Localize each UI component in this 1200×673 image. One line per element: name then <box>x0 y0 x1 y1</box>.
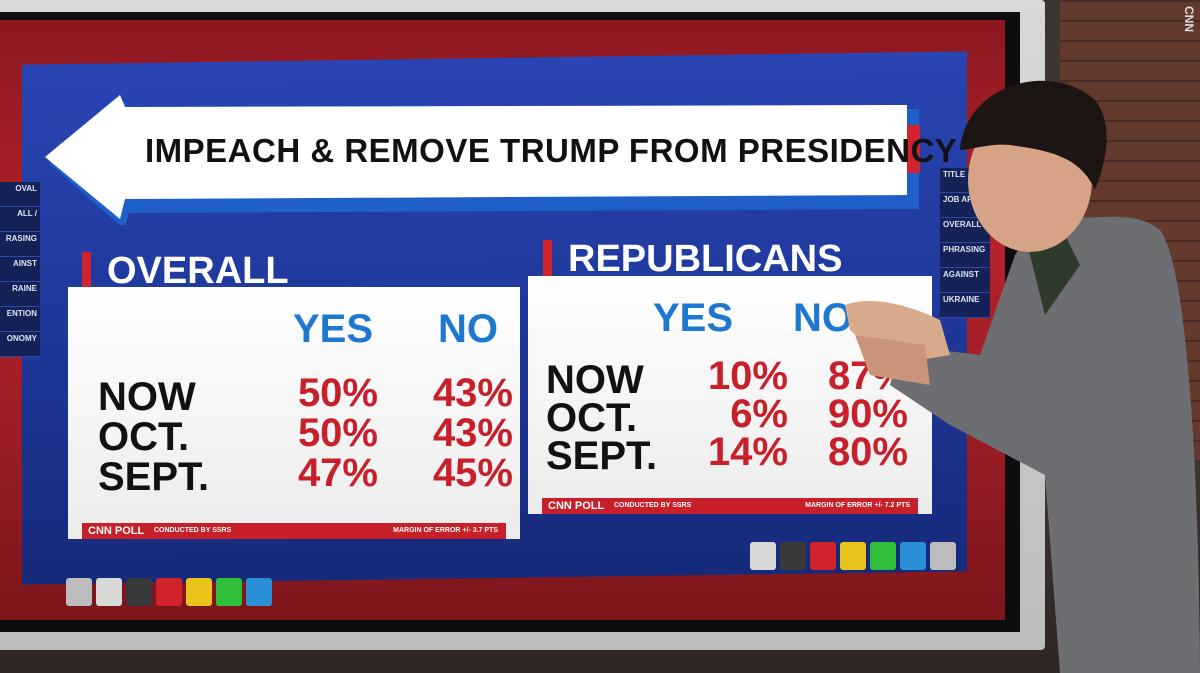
poll-value: 80% <box>827 430 908 474</box>
panel-footer: CNN POLL CONDUCTED BY SSRS MARGIN OF ERROR… <box>82 523 506 539</box>
swatch <box>930 542 956 570</box>
footer-margin: MARGIN OF ERROR +/- 7.2 PTS <box>805 502 910 509</box>
menu-item: ENTION <box>0 307 40 332</box>
poll-value: 50% <box>297 411 378 455</box>
title-arrow <box>45 95 920 225</box>
swatch <box>96 578 122 606</box>
swatch <box>810 542 836 570</box>
menu-item: UKRAINE <box>940 293 990 318</box>
poll-value: 43% <box>432 371 513 415</box>
panel-heading: OVERALL <box>82 252 289 290</box>
column-header: NO <box>793 296 853 340</box>
swatch <box>246 578 272 606</box>
footer-credit: CONDUCTED BY SSRS <box>614 502 692 509</box>
poll-value: 45% <box>432 451 513 495</box>
menu-item: AINST <box>0 257 40 282</box>
panel-footer: CNN POLL CONDUCTED BY SSRS MARGIN OF ERROR… <box>542 498 918 514</box>
title: IMPEACH & REMOVE TRUMP FROM PRESIDENCY <box>145 132 958 169</box>
row-label: SEPT. <box>98 455 210 499</box>
color-swatches <box>750 542 956 570</box>
column-header: NO <box>438 307 498 351</box>
swatch <box>126 578 152 606</box>
menu-item: RAINE <box>0 282 40 307</box>
swatch <box>216 578 242 606</box>
menu-item: RASING <box>0 232 40 257</box>
poll-value: 43% <box>432 411 513 455</box>
menu-item: AGAINST <box>940 268 990 293</box>
row-label: NOW <box>546 358 644 402</box>
row-label: NOW <box>98 375 196 419</box>
menu-item: ALL / <box>0 207 40 232</box>
row-label: OCT. <box>98 415 190 459</box>
menu-item: OVAL <box>0 182 40 207</box>
swatch <box>900 542 926 570</box>
column-header: YES <box>292 307 374 351</box>
panel: YES NO NOW 50% 43% OCT. 50% 43% SEPT. 47% 45% CNN P… <box>68 287 520 539</box>
swatch <box>750 542 776 570</box>
footer-brand: CNN POLL <box>548 500 605 512</box>
watermark: CNN <box>1182 6 1196 32</box>
color-swatches <box>66 578 272 606</box>
swatch <box>66 578 92 606</box>
poll-value: 6% <box>730 392 788 436</box>
poll-value: 47% <box>297 451 378 495</box>
presenter <box>845 80 1200 673</box>
footer-brand: CNN POLL <box>88 525 145 537</box>
swatch <box>840 542 866 570</box>
menu-item: ONOMY <box>0 332 40 357</box>
poll-value: 90% <box>827 392 908 436</box>
left-menu: OVAL ALL / RASING AINST RAINE ENTION ONOMY <box>0 182 40 357</box>
poll-value: 10% <box>707 354 788 398</box>
swatch <box>156 578 182 606</box>
footer-margin: MARGIN OF ERROR +/- 3.7 PTS <box>393 527 498 534</box>
poll-value: 14% <box>707 430 788 474</box>
swatch <box>186 578 212 606</box>
row-label: SEPT. <box>546 434 658 478</box>
row-label: OCT. <box>546 396 638 440</box>
menu-item: PHRASING <box>940 243 990 268</box>
panel-heading: REPUBLICANS <box>543 240 842 278</box>
swatch <box>780 542 806 570</box>
poll-value: 50% <box>297 371 378 415</box>
column-header: YES <box>652 296 734 340</box>
footer-credit: CONDUCTED BY SSRS <box>154 527 232 534</box>
swatch <box>870 542 896 570</box>
